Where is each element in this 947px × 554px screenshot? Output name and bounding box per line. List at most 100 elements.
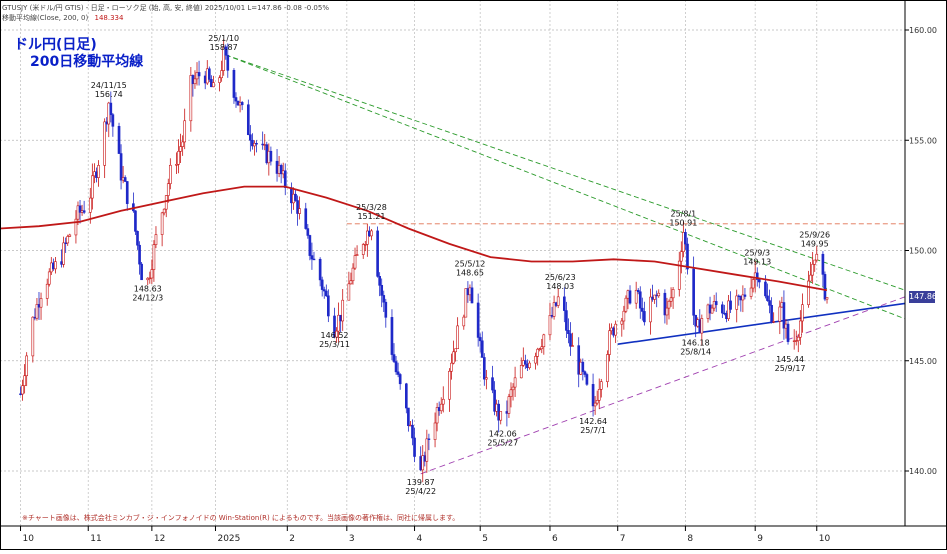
candle: [499, 411, 503, 425]
candle: [614, 320, 617, 343]
candle-body-up: [169, 164, 172, 185]
candle-body-up: [528, 362, 531, 369]
candle: [640, 297, 644, 321]
candle-body-up: [511, 386, 515, 391]
candle-body-up: [597, 388, 601, 401]
candle-body-down: [60, 261, 63, 265]
candle: [721, 301, 724, 319]
x-tick-label: 5: [482, 534, 488, 544]
candle-body-up: [801, 304, 804, 322]
candle-body-down: [378, 276, 381, 286]
candle-body-up: [749, 287, 753, 297]
candle: [169, 158, 172, 190]
candle-body-up: [146, 277, 150, 281]
candle: [823, 271, 827, 302]
candle-body-up: [441, 398, 445, 405]
candle: [796, 333, 800, 353]
annotation-date: 25/3/28: [356, 203, 387, 212]
candle-body-up: [175, 164, 178, 166]
candle-body-down: [333, 315, 336, 338]
candle-body-down: [339, 314, 342, 322]
candle: [421, 445, 425, 483]
candle: [162, 208, 166, 216]
candle-body-up: [21, 385, 24, 395]
candle-body-down: [554, 302, 558, 306]
candle: [552, 295, 556, 320]
candle-body-down: [411, 424, 414, 439]
candle-body-down: [655, 294, 659, 297]
candle: [361, 242, 365, 259]
candle-body-down: [721, 304, 724, 314]
candle: [528, 360, 531, 370]
annotation-price: 145.44: [776, 355, 804, 364]
candle: [318, 257, 322, 287]
candle-body-down: [390, 317, 394, 355]
annotation-date: 25/9/3: [744, 249, 770, 258]
candle-body-up: [509, 389, 513, 397]
candle-body-up: [799, 320, 802, 338]
x-tick-label: 3: [349, 534, 355, 544]
candle: [189, 66, 193, 132]
candle: [563, 287, 566, 323]
annotation-price: 142.06: [489, 430, 517, 439]
candle: [794, 330, 798, 346]
candle: [542, 333, 546, 355]
candle-body-up: [351, 267, 355, 282]
candle: [378, 272, 381, 297]
candle-body-down: [782, 302, 786, 329]
candle-body-up: [735, 295, 739, 310]
candle-body-up: [97, 165, 100, 178]
candle-body-down: [380, 285, 384, 296]
candle-body-down: [95, 171, 98, 178]
candle-body-down: [82, 210, 86, 213]
candle-body-down: [405, 383, 408, 409]
candle: [232, 68, 236, 104]
candle: [394, 355, 398, 375]
candle-body-up: [425, 438, 429, 462]
candle: [333, 307, 336, 339]
candle: [349, 272, 353, 285]
candle: [183, 108, 187, 150]
candle-body-down: [757, 279, 761, 283]
x-tick-label: 4: [417, 534, 423, 544]
candle-body-up: [205, 68, 209, 84]
candle: [177, 139, 180, 174]
candle-body-down: [19, 393, 22, 395]
candle-body-up: [796, 336, 800, 341]
candle-body-up: [91, 175, 94, 199]
candle: [597, 378, 601, 410]
candle: [634, 281, 638, 309]
candle: [476, 293, 480, 347]
candle-body-up: [772, 321, 775, 323]
candle-body-up: [624, 297, 628, 312]
candle-body-down: [764, 281, 767, 297]
header-symbol-line: GTUSJY (米ドル/円 GTIS) - 日足・ローソク足 (始, 高, 安,…: [2, 4, 329, 12]
candle-body-up: [181, 141, 184, 147]
candle: [240, 100, 244, 111]
candle: [91, 163, 94, 210]
candle-body-down: [565, 310, 568, 331]
candle: [123, 175, 127, 182]
candle-body-up: [370, 230, 373, 237]
candle-body-down: [563, 296, 566, 311]
candle-body-up: [671, 289, 675, 299]
candle: [581, 358, 585, 381]
candle-body-up: [25, 355, 29, 377]
candle: [439, 397, 443, 414]
candle: [577, 337, 581, 388]
candle: [405, 382, 408, 414]
candle: [224, 44, 228, 60]
candle: [64, 237, 67, 253]
candle: [809, 262, 812, 282]
candle: [538, 347, 542, 352]
candle-body-up: [277, 165, 281, 174]
candle: [226, 43, 230, 78]
candle-body-up: [74, 218, 78, 236]
x-tick-label: 9: [757, 534, 763, 544]
candle-body-up: [31, 316, 35, 357]
candle: [657, 289, 661, 298]
